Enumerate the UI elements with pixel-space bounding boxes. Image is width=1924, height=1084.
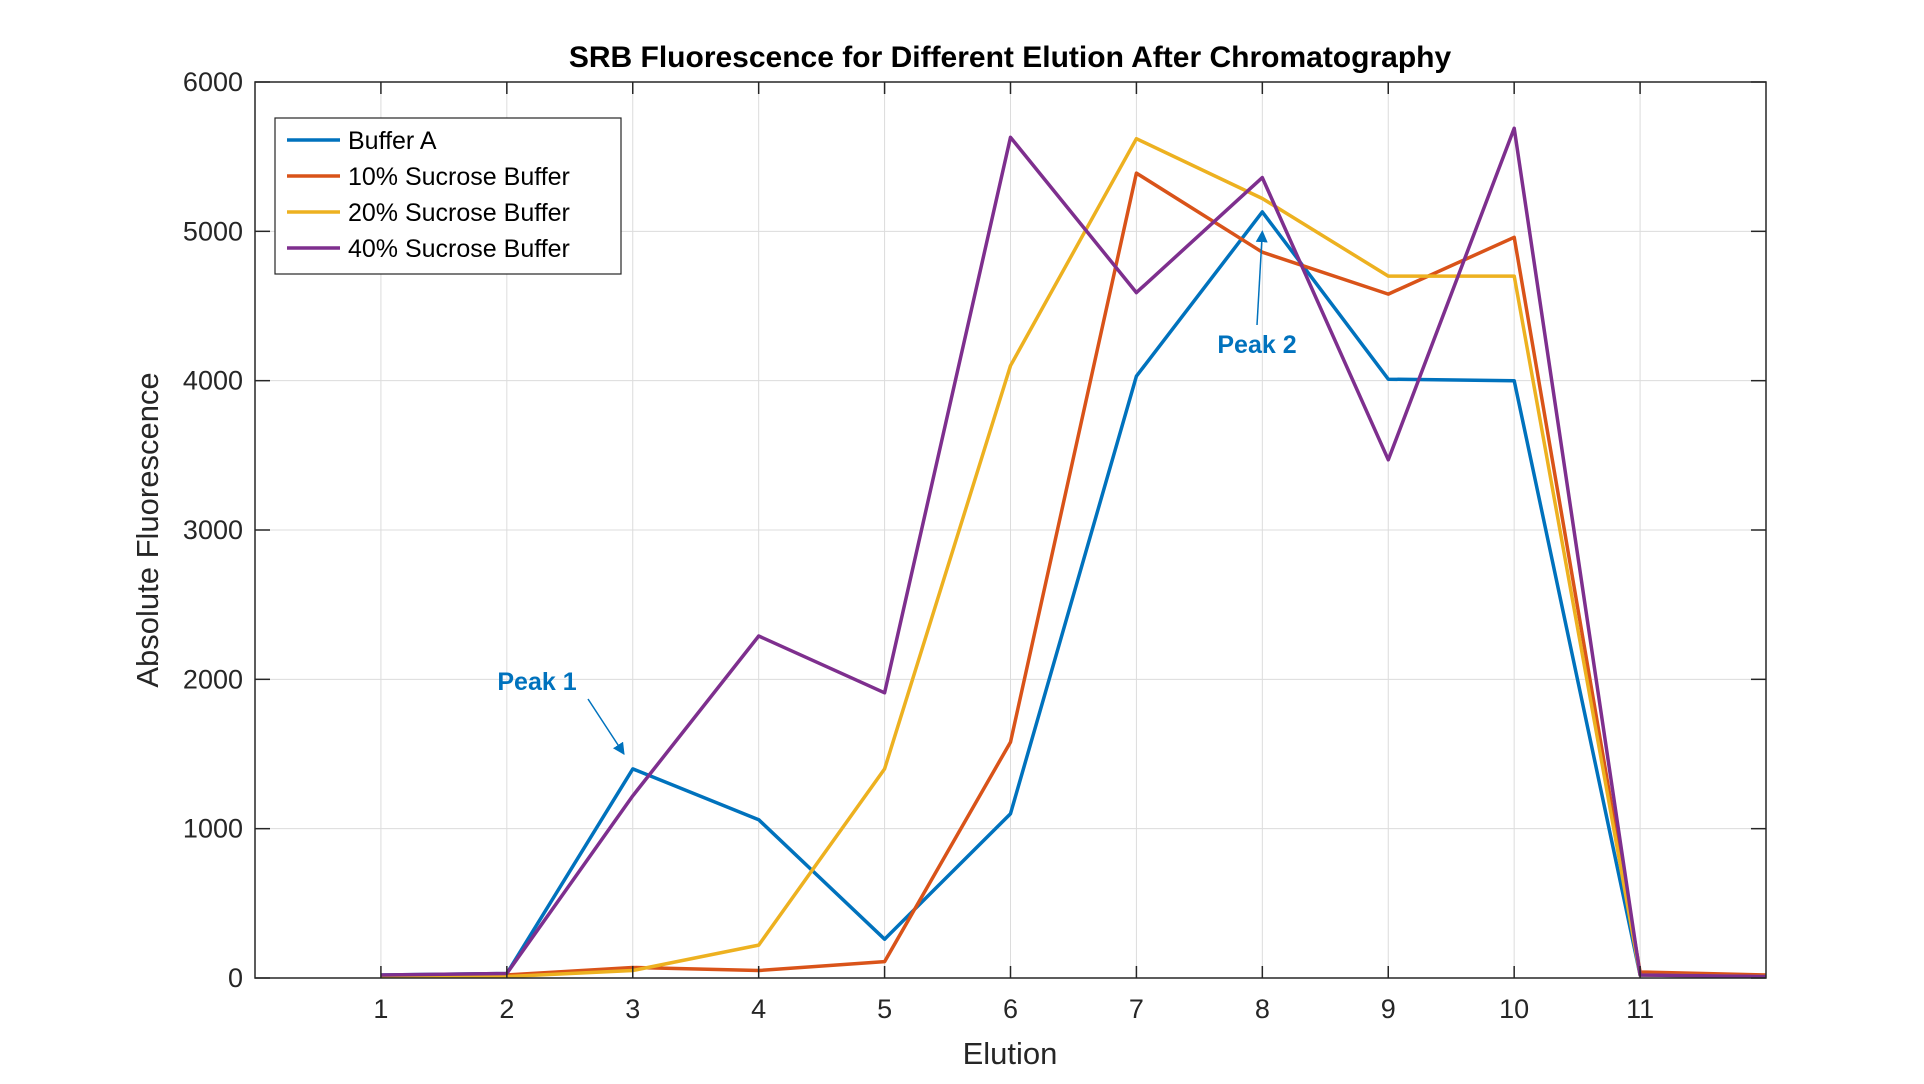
annotation-label: Peak 1 xyxy=(497,668,576,696)
x-axis-label: Elution xyxy=(963,1036,1058,1071)
series-line-10-sucrose-buffer xyxy=(380,171,1767,979)
y-tick-label: 0 xyxy=(228,963,243,993)
legend-label: Buffer A xyxy=(348,127,437,155)
x-tick-label: 2 xyxy=(499,994,514,1024)
x-tick-label: 6 xyxy=(1003,994,1018,1024)
y-tick-label: 4000 xyxy=(183,366,243,396)
y-tick-label: 1000 xyxy=(183,814,243,844)
y-tick-label: 3000 xyxy=(183,515,243,545)
y-tick-label: 2000 xyxy=(183,664,243,694)
x-tick-label: 5 xyxy=(877,994,892,1024)
series-line-buffer-a xyxy=(380,210,1767,979)
annotation-arrow xyxy=(587,698,625,756)
x-tick-label: 4 xyxy=(751,994,766,1024)
annotations: Peak 1 Peak 2 xyxy=(497,230,1297,756)
x-tick-label: 3 xyxy=(625,994,640,1024)
series-line-20-sucrose-buffer xyxy=(380,136,1767,979)
series-lines xyxy=(380,126,1767,979)
annotation-arrow xyxy=(1255,230,1268,326)
y-tick-label: 5000 xyxy=(183,216,243,246)
series-line-40-sucrose-buffer xyxy=(380,126,1767,979)
chart-title: SRB Fluorescence for Different Elution A… xyxy=(569,41,1452,74)
y-axis-label: Absolute Fluorescence xyxy=(130,372,165,687)
legend-label: 20% Sucrose Buffer xyxy=(348,199,570,227)
x-tick-label: 7 xyxy=(1129,994,1144,1024)
y-tick-label: 6000 xyxy=(183,67,243,97)
x-tick-label: 1 xyxy=(373,994,388,1024)
legend: Buffer A 10% Sucrose Buffer 20% Sucrose Bu… xyxy=(274,117,622,275)
annotation-label: Peak 2 xyxy=(1217,331,1296,359)
x-tick-label: 11 xyxy=(1626,994,1654,1024)
axis-ticks: 1 2 3 4 5 6 7 8 9 10 11 0 1000 2000 3000 4000 5000 6000 xyxy=(183,67,1766,1024)
x-tick-label: 10 xyxy=(1499,994,1529,1024)
x-tick-label: 9 xyxy=(1381,994,1396,1024)
legend-label: 10% Sucrose Buffer xyxy=(348,163,570,191)
x-tick-label: 8 xyxy=(1255,994,1270,1024)
legend-label: 40% Sucrose Buffer xyxy=(348,235,570,263)
